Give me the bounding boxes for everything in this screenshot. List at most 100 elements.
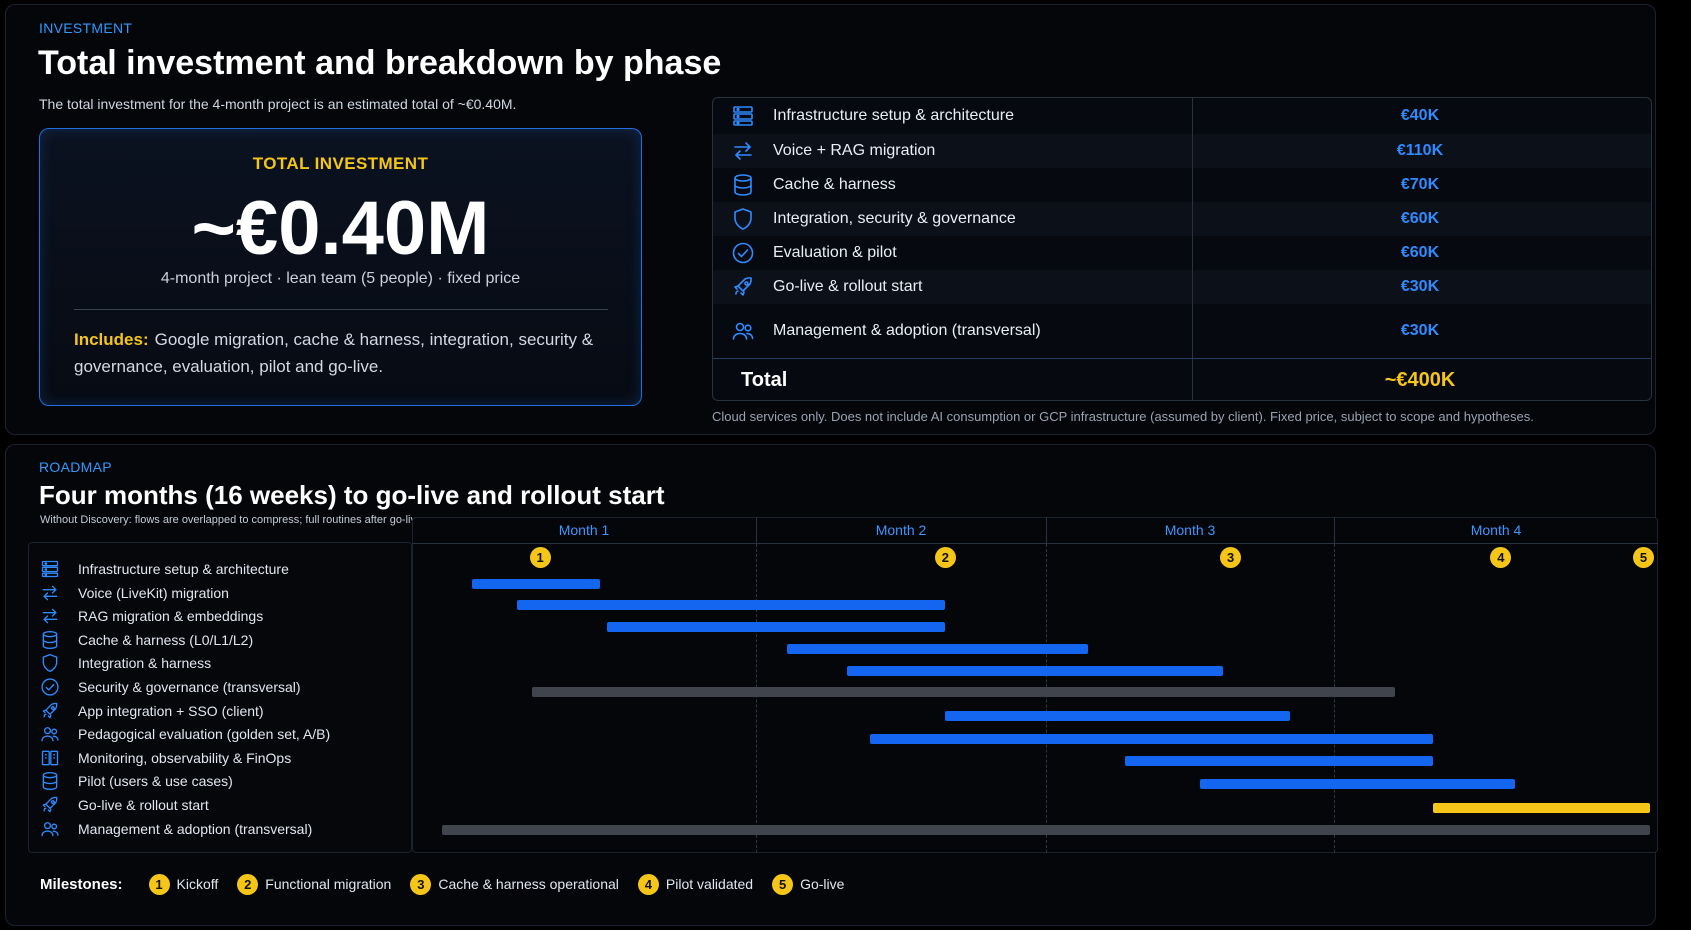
- roadmap-task-label: RAG migration & embeddings: [78, 608, 264, 625]
- cost-row-name: Integration, security & governance: [773, 210, 1016, 227]
- gantt-bar: [472, 579, 600, 589]
- server-icon: [731, 104, 755, 128]
- cost-row: Evaluation & pilot €60K: [713, 236, 1651, 270]
- roadmap-task: Cache & harness (L0/L1/L2): [40, 629, 253, 651]
- shield-icon: [731, 207, 755, 231]
- milestone-marker: 1: [529, 547, 551, 568]
- server-icon: [40, 559, 60, 579]
- month-header-divider: [756, 517, 757, 544]
- legend-milestone-label: Cache & harness operational: [438, 876, 619, 892]
- milestones-legend: Milestones: 1 Kickoff 2 Functional migratio…: [40, 872, 863, 896]
- total-investment-card: TOTAL INVESTMENT ~€0.40M 4-month project…: [39, 128, 642, 406]
- month-header-divider: [1046, 517, 1047, 544]
- arrows-exchange-icon: [731, 139, 755, 163]
- legend-milestone-badge: 3: [410, 873, 432, 895]
- roadmap-task-label: Security & governance (transversal): [78, 679, 301, 695]
- users-icon: [40, 724, 60, 744]
- users-icon: [731, 319, 755, 343]
- includes-label: Includes:: [74, 330, 149, 349]
- users-icon: [40, 819, 60, 839]
- gantt-bar: [869, 734, 1433, 744]
- shield-icon: [40, 653, 60, 673]
- investment-footnote: Cloud services only. Does not include AI…: [712, 409, 1534, 424]
- cost-row-name: Cache & harness: [773, 176, 896, 193]
- legend-milestone-badge: 5: [772, 873, 794, 895]
- legend-item: 4 Pilot validated: [637, 873, 753, 895]
- table-column-divider: [1192, 98, 1193, 400]
- legend-milestone-badge: 1: [148, 873, 170, 895]
- task-list-panel: [28, 542, 412, 853]
- roadmap-task: App integration + SSO (client): [40, 700, 264, 722]
- investment-eyebrow: INVESTMENT: [39, 20, 133, 36]
- cost-row-value: €110K: [1396, 142, 1444, 159]
- roadmap-eyebrow: ROADMAP: [39, 459, 112, 475]
- gantt-bar: [944, 711, 1291, 721]
- legend-milestone-label: Functional migration: [265, 876, 392, 892]
- cost-breakdown-table: Management & adoption (transversal) €30K G…: [712, 97, 1652, 401]
- gantt-bar: [847, 666, 1223, 676]
- cost-row: Integration, security & governance €60K: [713, 202, 1651, 236]
- roadmap-task: Pilot (users & use cases): [40, 770, 233, 792]
- legend-item: 5 Go-live: [772, 873, 844, 895]
- total-investment-label: TOTAL INVESTMENT: [252, 154, 429, 173]
- investment-title: Total investment and breakdown by phase: [38, 44, 722, 82]
- gantt-bar: [442, 825, 1651, 835]
- gantt-bar: [1200, 779, 1516, 789]
- check-circle-icon: [40, 677, 60, 697]
- cost-row: Cache & harness €70K: [713, 168, 1651, 202]
- month-header: Month 2: [756, 517, 1046, 544]
- roadmap-task: Infrastructure setup & architecture: [40, 558, 289, 580]
- arrows-exchange-icon: [40, 583, 60, 603]
- legend-title: Milestones:: [40, 875, 123, 893]
- roadmap-title: Four months (16 weeks) to go-live and ro…: [39, 480, 665, 510]
- database-icon: [40, 771, 60, 791]
- month-header-divider: [1334, 517, 1335, 544]
- milestone-marker: 2: [934, 547, 956, 568]
- roadmap-task-label: Integration & harness: [78, 655, 212, 672]
- legend-item: 2 Functional migration: [237, 873, 392, 895]
- gantt-bar: [787, 644, 1088, 654]
- legend-item: 1 Kickoff: [148, 873, 219, 895]
- rocket-icon: [40, 701, 60, 721]
- legend-milestone-badge: 4: [637, 873, 659, 895]
- roadmap-task-label: Monitoring, observability & FinOps: [78, 749, 292, 766]
- roadmap-task-label: App integration + SSO (client): [78, 702, 264, 719]
- legend-milestone-label: Kickoff: [176, 876, 219, 892]
- cost-row-name: Infrastructure setup & architecture: [773, 107, 1014, 124]
- month-header: Month 3: [1046, 517, 1334, 544]
- month-gridline: [756, 544, 757, 853]
- database-icon: [731, 173, 755, 197]
- gantt-bar: [532, 687, 1396, 697]
- total-investment-subtitle: 4-month project · lean team (5 people) ·…: [160, 270, 521, 287]
- roadmap-task-label: Management & adoption (transversal): [78, 820, 313, 837]
- includes-text: Includes: Google migration, cache & harne…: [74, 326, 594, 380]
- monitor-icon: [40, 748, 60, 768]
- cost-row-name: Go-live & rollout start: [773, 278, 923, 295]
- gantt-bar: [1125, 756, 1433, 766]
- milestone-marker: 3: [1220, 547, 1242, 568]
- cost-row-value: €70K: [1400, 176, 1440, 193]
- roadmap-task: Security & governance (transversal): [40, 676, 301, 698]
- roadmap-task: Go-live & rollout start: [40, 794, 209, 816]
- cost-row: Voice + RAG migration €110K: [713, 134, 1651, 168]
- legend-milestone-badge: 2: [237, 873, 259, 895]
- cost-row-value: €40K: [1400, 107, 1440, 124]
- milestone-marker: 5: [1632, 547, 1654, 568]
- roadmap-task: Pedagogical evaluation (golden set, A/B): [40, 723, 330, 745]
- cost-row-name: Voice + RAG migration: [773, 142, 936, 159]
- month-gridline: [1334, 544, 1335, 853]
- roadmap-task-label: Pedagogical evaluation (golden set, A/B): [78, 726, 331, 743]
- cost-row-value: €30K: [1400, 278, 1440, 295]
- roadmap-task: RAG migration & embeddings: [40, 605, 263, 627]
- cost-row: Go-live & rollout start €30K: [713, 270, 1651, 304]
- milestone-marker: 4: [1490, 547, 1512, 568]
- month-header: Month 4: [1334, 517, 1658, 544]
- cost-row-value: €60K: [1400, 210, 1440, 227]
- legend-item: 3 Cache & harness operational: [410, 873, 619, 895]
- cost-row: Management & adoption (transversal) €30K: [713, 304, 1651, 358]
- roadmap-task-label: Infrastructure setup & architecture: [78, 561, 289, 577]
- database-icon: [40, 630, 60, 650]
- total-investment-amount: ~€0.40M: [191, 186, 490, 271]
- rocket-icon: [40, 795, 60, 815]
- cost-row-name: Evaluation & pilot: [773, 244, 897, 261]
